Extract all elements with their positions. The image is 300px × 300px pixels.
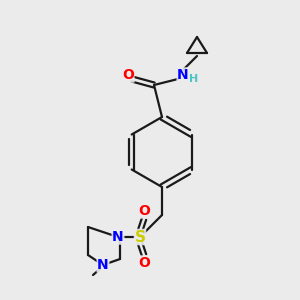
Text: N: N <box>97 258 109 272</box>
Text: S: S <box>134 230 146 244</box>
Text: H: H <box>189 74 199 84</box>
Text: O: O <box>122 68 134 82</box>
Text: O: O <box>138 204 150 218</box>
Text: N: N <box>177 68 189 82</box>
Text: N: N <box>112 230 124 244</box>
Text: O: O <box>138 256 150 270</box>
